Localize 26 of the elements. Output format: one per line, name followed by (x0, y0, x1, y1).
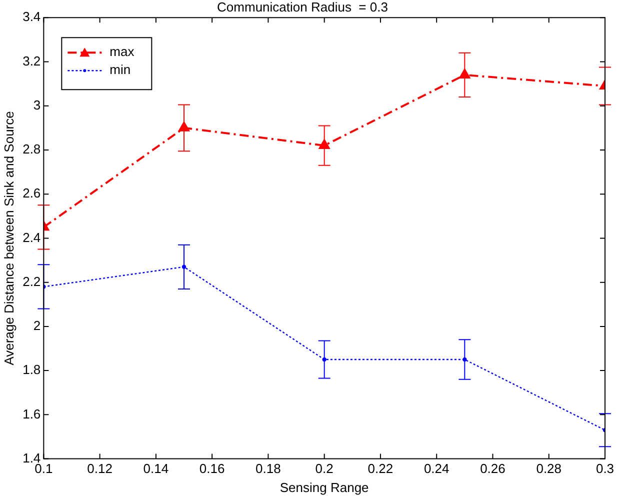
x-tick-label: 0.12 (87, 461, 112, 476)
y-tick-label: 1.6 (22, 406, 41, 422)
legend-label: min (110, 62, 131, 78)
x-tick-label: 0.1 (34, 461, 53, 476)
x-tick-label: 0.28 (536, 461, 562, 476)
x-axis-title: Sensing Range (280, 480, 369, 495)
y-tick-label: 3 (33, 97, 41, 112)
y-tick-label: 1.8 (22, 362, 41, 378)
x-tick-label: 0.2 (315, 461, 334, 476)
y-tick-label: 2.4 (22, 230, 41, 245)
x-tick-label: 0.18 (256, 461, 281, 476)
y-tick-label: 2.8 (22, 142, 41, 157)
y-tick-label: 3.2 (22, 53, 41, 68)
x-tick-label: 0.22 (368, 461, 394, 476)
y-tick-label: 2 (33, 318, 41, 334)
x-tick-label: 0.16 (199, 461, 225, 476)
chart-title: Communication Radius = 0.3 (217, 0, 388, 14)
x-tick-label: 0.26 (480, 461, 506, 476)
y-axis-title: Average Distance between Sink and Source (1, 111, 16, 366)
x-tick-label: 0.14 (143, 461, 169, 476)
y-tick-label: 2.2 (22, 274, 41, 289)
y-tick-label: 3.4 (22, 9, 41, 24)
legend-label: max (110, 44, 135, 60)
x-tick-label: 0.24 (424, 461, 450, 476)
y-tick-label: 2.6 (22, 186, 41, 201)
x-tick-label: 0.3 (596, 461, 614, 476)
